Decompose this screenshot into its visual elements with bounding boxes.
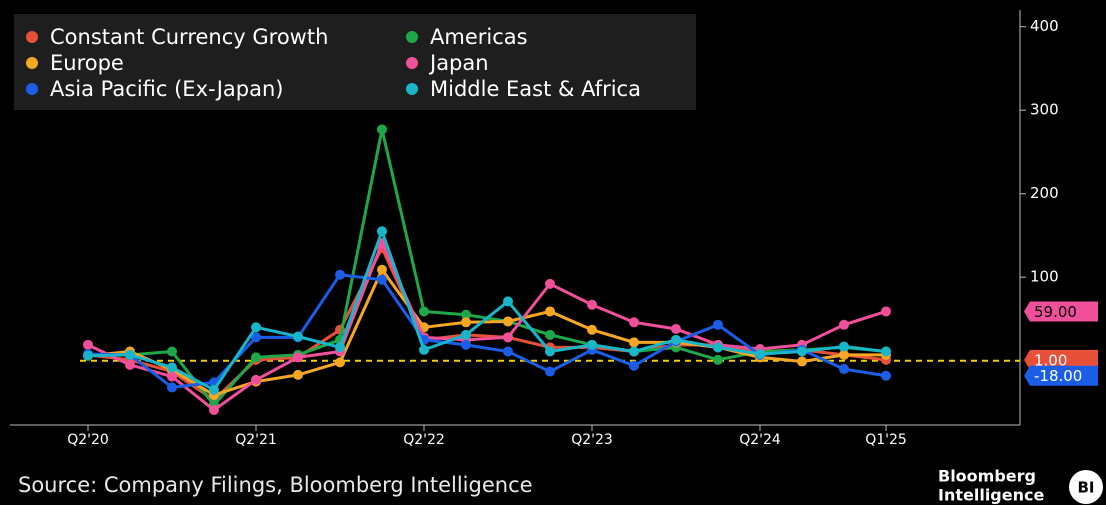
value-label: -18.00 xyxy=(1034,367,1082,385)
x-tick-label: Q2'21 xyxy=(235,432,277,448)
legend-marker xyxy=(26,57,38,69)
point xyxy=(293,352,303,363)
point xyxy=(251,352,261,363)
x-tick-label: Q2'24 xyxy=(739,432,781,448)
legend-marker xyxy=(406,31,418,43)
point xyxy=(293,369,303,380)
point xyxy=(503,296,513,307)
value-tag xyxy=(1024,301,1098,322)
point xyxy=(335,269,345,280)
legend-marker xyxy=(406,57,418,69)
legend-label: Constant Currency Growth xyxy=(50,25,328,49)
legend-marker xyxy=(26,83,38,95)
point xyxy=(881,370,891,381)
point xyxy=(503,316,513,327)
legend-label: Europe xyxy=(50,51,124,75)
point xyxy=(167,362,177,373)
point xyxy=(461,329,471,340)
value-tag xyxy=(1024,365,1098,386)
point xyxy=(755,349,765,360)
point xyxy=(377,226,387,237)
x-tick-label: Q2'20 xyxy=(67,432,109,448)
point xyxy=(167,382,177,393)
point xyxy=(839,341,849,352)
logo-line: Intelligence xyxy=(938,486,1044,505)
y-tick-label: 400 xyxy=(1030,17,1059,35)
series-line xyxy=(87,266,886,397)
point xyxy=(713,319,723,330)
point xyxy=(461,309,471,320)
point xyxy=(251,322,261,333)
point xyxy=(335,357,345,368)
point xyxy=(881,346,891,357)
point xyxy=(671,334,681,345)
value-label: 1.00 xyxy=(1034,351,1067,369)
point xyxy=(629,346,639,357)
value-tag xyxy=(1024,349,1098,370)
point xyxy=(587,324,597,335)
legend-box xyxy=(14,14,696,110)
logo-badge-text: BI xyxy=(1077,479,1094,497)
point xyxy=(461,317,471,328)
point xyxy=(377,124,387,135)
point xyxy=(545,329,555,340)
x-tick-label: Q2'23 xyxy=(571,432,613,448)
point xyxy=(251,374,261,385)
point xyxy=(419,306,429,317)
x-tick-label: Q2'22 xyxy=(403,432,445,448)
legend-label: Americas xyxy=(430,25,528,49)
legend-label: Asia Pacific (Ex-Japan) xyxy=(50,77,284,101)
y-tick-label: 300 xyxy=(1030,101,1059,119)
point xyxy=(587,339,597,350)
legend-marker xyxy=(406,83,418,95)
point xyxy=(293,331,303,342)
y-tick-label: 200 xyxy=(1030,184,1059,202)
point xyxy=(461,339,471,350)
point xyxy=(545,278,555,289)
y-tick-label: 100 xyxy=(1030,268,1059,286)
point xyxy=(629,317,639,328)
logo-line: Bloomberg xyxy=(938,467,1036,486)
point xyxy=(335,342,345,353)
point xyxy=(167,371,177,382)
point xyxy=(797,356,807,367)
point xyxy=(881,306,891,317)
point xyxy=(377,274,387,285)
legend-marker xyxy=(26,31,38,43)
point xyxy=(839,319,849,330)
point xyxy=(545,306,555,317)
point xyxy=(251,332,261,343)
legend-label: Japan xyxy=(428,51,489,75)
point xyxy=(209,404,219,415)
point xyxy=(713,354,723,365)
value-label: 59.00 xyxy=(1034,303,1077,321)
point xyxy=(83,339,93,350)
point xyxy=(83,350,93,361)
point xyxy=(713,342,723,353)
series-line xyxy=(87,226,887,392)
x-tick-label: Q1'25 xyxy=(865,432,907,448)
point xyxy=(839,349,849,360)
point xyxy=(209,384,219,395)
point xyxy=(545,366,555,377)
point xyxy=(545,346,555,357)
point xyxy=(587,299,597,310)
point xyxy=(797,346,807,357)
point xyxy=(125,359,135,370)
point xyxy=(839,364,849,375)
point xyxy=(419,344,429,355)
point xyxy=(671,323,681,334)
point xyxy=(167,346,177,357)
legend-label: Middle East & Africa xyxy=(430,77,641,101)
series-line xyxy=(87,273,887,389)
point xyxy=(503,332,513,343)
source: Source: Company Filings, Bloomberg Intel… xyxy=(18,473,533,497)
logo-badge xyxy=(1069,470,1103,504)
point xyxy=(377,264,387,275)
point xyxy=(629,337,639,348)
point xyxy=(629,360,639,371)
point xyxy=(125,349,135,360)
point xyxy=(503,346,513,357)
